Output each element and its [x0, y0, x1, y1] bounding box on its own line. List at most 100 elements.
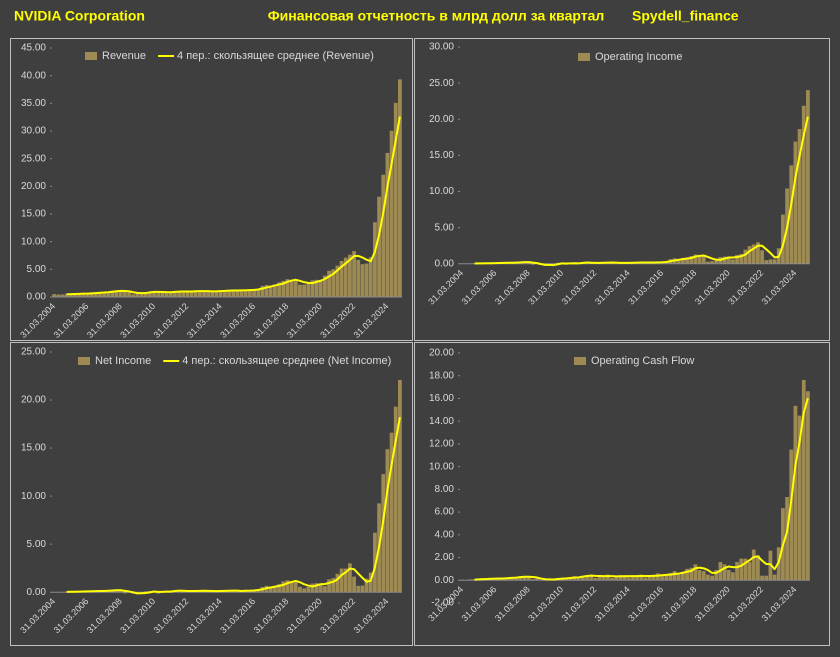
x-tick-label: 31.03.2022 — [726, 268, 765, 307]
bar — [60, 294, 65, 297]
bar — [706, 261, 710, 264]
bar — [672, 571, 677, 581]
bar — [381, 174, 386, 297]
bar — [714, 259, 719, 264]
x-tick-label: 31.03.2016 — [218, 301, 257, 340]
bar — [273, 586, 277, 593]
line — [474, 397, 809, 581]
x-tick-label: 31.03.2010 — [118, 301, 157, 340]
bar — [726, 570, 731, 581]
bar — [306, 282, 311, 297]
bar — [110, 290, 115, 297]
x-tick-label: 31.03.2020 — [285, 301, 324, 340]
y-tick-label: 14.00 — [429, 416, 454, 427]
bar — [531, 579, 535, 581]
bar — [681, 258, 685, 264]
bar — [739, 558, 744, 581]
bar — [273, 284, 277, 297]
x-tick-label: 31.03.2018 — [252, 596, 291, 635]
bar — [164, 292, 169, 297]
y-tick-label: 20.00 — [21, 395, 46, 406]
y-tick-label: 5.00 — [27, 264, 47, 275]
bar — [289, 581, 294, 593]
bar — [760, 575, 764, 581]
bar — [656, 573, 660, 581]
line — [66, 416, 401, 595]
x-tick-label: 31.03.2014 — [185, 596, 224, 635]
bar — [806, 391, 810, 581]
y-tick-label: 45.00 — [21, 43, 46, 54]
bar — [277, 282, 281, 297]
bar — [268, 286, 273, 297]
legend-swatch — [578, 53, 590, 61]
bar — [364, 578, 369, 593]
header-center: Финансовая отчетность в млрд долл за ква… — [268, 8, 605, 24]
bar — [206, 291, 211, 297]
x-tick-label: 31.03.2008 — [493, 584, 532, 623]
y-tick-label: 18.00 — [429, 370, 454, 381]
panel-frame — [414, 38, 830, 341]
y-tick-label: 16.00 — [429, 393, 454, 404]
bar — [706, 574, 710, 581]
bar — [348, 254, 352, 297]
bar — [114, 290, 119, 297]
bar — [389, 130, 394, 297]
y-tick-label: 10.00 — [429, 186, 454, 197]
panel-frame — [10, 38, 413, 341]
bar — [797, 129, 802, 264]
y-tick-label: 5.00 — [435, 222, 455, 233]
y-tick-label: 20.00 — [429, 114, 454, 125]
bar — [589, 574, 594, 581]
bar — [689, 567, 694, 581]
bar — [298, 586, 302, 593]
x-tick-label: 31.03.2006 — [52, 301, 91, 340]
legend-swatch — [78, 357, 90, 365]
bar — [801, 379, 806, 581]
bar — [231, 290, 236, 297]
bar — [747, 562, 752, 581]
bar — [127, 292, 131, 297]
bar — [660, 576, 664, 581]
x-tick-label: 31.03.2012 — [152, 301, 191, 340]
bar — [343, 257, 348, 297]
bar — [77, 293, 81, 297]
bar — [289, 279, 294, 297]
bar — [635, 575, 639, 581]
bar — [343, 568, 348, 593]
bar — [472, 579, 477, 581]
legend-label: Revenue — [102, 50, 146, 62]
x-tick-label: 31.03.2018 — [660, 268, 699, 307]
bar — [614, 576, 619, 581]
bar — [693, 254, 698, 264]
y-tick-label: 4.00 — [435, 529, 455, 540]
bar — [785, 496, 789, 581]
bar — [764, 260, 769, 264]
bar — [123, 592, 127, 594]
bar — [310, 280, 315, 297]
bar — [131, 294, 136, 297]
y-tick-label: -2.00 — [431, 598, 454, 609]
bar — [389, 432, 394, 593]
bar — [398, 79, 402, 298]
line — [474, 116, 809, 267]
legend-label: Operating Income — [595, 51, 682, 63]
y-tick-label: 15.00 — [21, 209, 46, 220]
x-tick-label: 31.03.2018 — [660, 584, 699, 623]
bar — [385, 152, 390, 297]
bar — [756, 242, 760, 264]
legend-swatch — [574, 357, 586, 365]
bar — [651, 574, 656, 581]
bar — [89, 293, 94, 297]
bar — [377, 196, 381, 297]
bar — [722, 256, 727, 264]
bar — [772, 259, 777, 264]
bar — [160, 292, 165, 297]
bar — [252, 289, 256, 297]
x-tick-label: 31.03.2020 — [693, 584, 732, 623]
bar — [327, 270, 331, 297]
x-tick-label: 31.03.2024 — [352, 301, 391, 340]
bar — [760, 250, 764, 264]
bar — [626, 577, 631, 581]
y-tick-label: 40.00 — [21, 70, 46, 81]
